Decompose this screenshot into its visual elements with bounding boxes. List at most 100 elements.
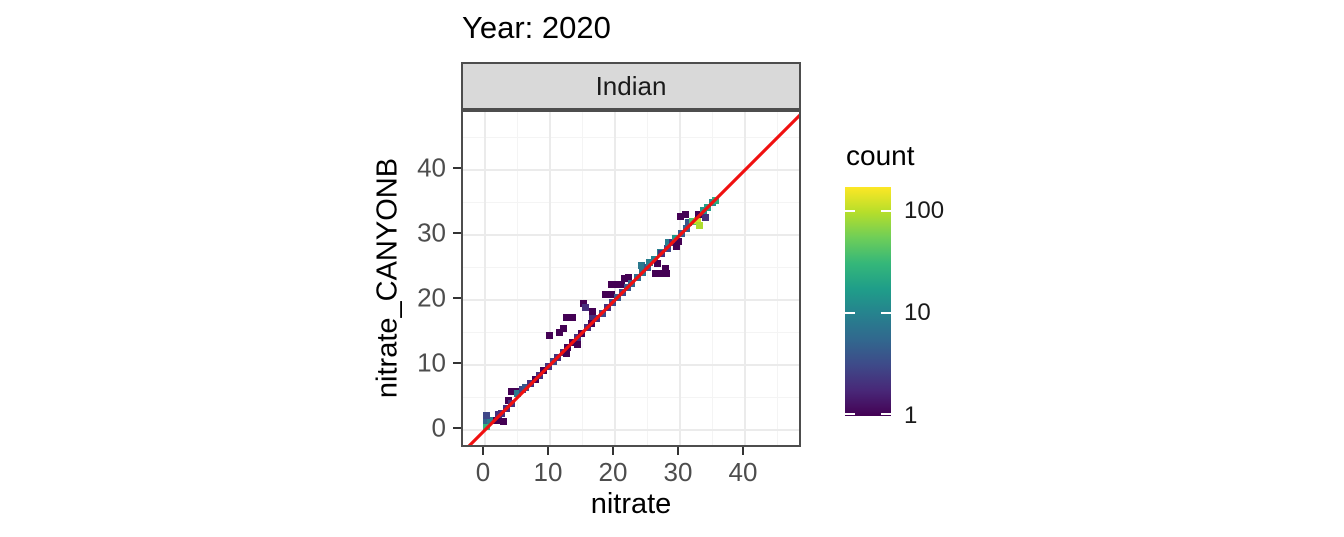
count-bin (694, 216, 702, 224)
count-bin (701, 213, 709, 221)
count-bin (559, 325, 567, 333)
grid-major-h (463, 234, 799, 236)
count-bin (645, 258, 653, 266)
legend-tick-mark (881, 413, 891, 415)
count-bin (602, 290, 610, 298)
x-tick-label: 20 (598, 457, 628, 487)
grid-major-v (614, 112, 616, 445)
count-bin (676, 213, 684, 221)
grid-major-h (463, 169, 799, 171)
count-bin (661, 264, 669, 272)
count-bin (487, 416, 495, 424)
x-tick-label: 0 (475, 457, 491, 487)
count-bin (563, 349, 571, 357)
legend-tick-label: 1 (904, 402, 918, 429)
legend-tick-mark (881, 209, 891, 212)
x-tick-label: 30 (663, 457, 693, 487)
count-bin (625, 273, 633, 281)
x-axis-title: nitrate (590, 488, 672, 520)
count-bin (657, 269, 665, 277)
count-bin (500, 418, 508, 426)
x-tick-mark (547, 447, 549, 455)
grid-major-v (549, 112, 551, 445)
x-tick-mark (742, 447, 744, 455)
x-tick-mark (612, 447, 614, 455)
plot-title: Year: 2020 (462, 10, 611, 45)
count-bin (662, 269, 670, 277)
y-tick-label: 40 (417, 152, 446, 183)
facet-strip: Indian (461, 62, 801, 110)
grid-minor-h (463, 202, 799, 203)
count-bin (555, 329, 563, 336)
legend-title: count (846, 140, 915, 171)
count-bin (482, 412, 490, 420)
grid-minor-v (517, 112, 518, 445)
count-bin (652, 269, 660, 277)
legend-tick-mark (881, 312, 891, 315)
count-bin (588, 312, 596, 320)
count-bin (654, 260, 662, 268)
legend-tick-mark (845, 209, 855, 212)
count-bin (507, 387, 515, 395)
x-tick-mark (677, 447, 679, 455)
grid-minor-v (777, 112, 778, 445)
y-axis-title: nitrate_CANYONB (371, 157, 404, 399)
count-bin (545, 332, 553, 340)
y-tick-label: 20 (417, 282, 446, 313)
legend-colorbar (845, 187, 891, 416)
count-bin (613, 280, 621, 288)
y-tick-mark (453, 167, 461, 169)
grid-major-v (484, 112, 486, 445)
y-tick-mark (453, 427, 461, 429)
count-bin (620, 275, 628, 283)
count-bin (672, 242, 680, 250)
y-tick-label: 30 (417, 217, 446, 248)
count-bin (664, 238, 672, 246)
grid-major-v (744, 112, 746, 445)
grid-minor-h (463, 267, 799, 268)
identity-reference-line (467, 113, 799, 445)
count-bin (608, 280, 616, 288)
y-tick-mark (453, 297, 461, 299)
grid-major-h (463, 299, 799, 301)
count-bin (580, 300, 588, 308)
facet-strip-label: Indian (595, 70, 667, 101)
grid-minor-v (582, 112, 583, 445)
x-tick-label: 40 (728, 457, 758, 487)
x-tick-mark (482, 447, 484, 455)
count-bin (568, 314, 576, 322)
legend-tick-label: 10 (904, 299, 931, 327)
count-bin (607, 290, 615, 298)
grid-major-h (463, 364, 799, 366)
grid-minor-v (647, 112, 648, 445)
grid-minor-h (463, 332, 799, 333)
count-bin (675, 238, 683, 245)
count-bin (637, 262, 645, 270)
count-bin (588, 307, 596, 315)
y-tick-label: 0 (431, 412, 446, 443)
count-bin (681, 211, 689, 219)
grid-minor-h (463, 397, 799, 398)
count-bin (582, 304, 590, 312)
legend-tick-label: 100 (904, 196, 945, 224)
count-bin (574, 340, 582, 348)
count-bin (482, 422, 490, 430)
identity-line (467, 113, 799, 445)
count-bin (684, 219, 692, 227)
legend-tick-mark (845, 413, 855, 415)
count-bin (514, 390, 521, 398)
y-tick-mark (453, 362, 461, 364)
count-bin (618, 280, 625, 288)
legend-tick-mark (845, 312, 855, 315)
grid-minor-v (712, 112, 713, 445)
grid-major-h (463, 429, 799, 431)
y-tick-label: 10 (417, 347, 446, 378)
count-bin (696, 221, 703, 229)
count-bin (518, 386, 526, 394)
count-bin (563, 314, 571, 322)
count-bin (482, 417, 490, 425)
grid-major-v (679, 112, 681, 445)
x-tick-label: 10 (533, 457, 563, 487)
plot-panel (461, 110, 801, 447)
